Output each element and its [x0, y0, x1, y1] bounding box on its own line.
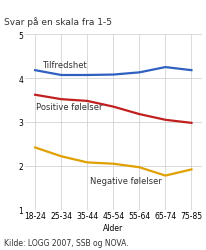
Text: Negative følelser: Negative følelser — [90, 177, 162, 186]
Text: Positive følelser: Positive følelser — [36, 102, 103, 111]
Text: Svar på en skala fra 1-5: Svar på en skala fra 1-5 — [4, 18, 112, 27]
X-axis label: Alder: Alder — [103, 223, 123, 232]
Text: Kilde: LOGG 2007, SSB og NOVA.: Kilde: LOGG 2007, SSB og NOVA. — [4, 238, 129, 248]
Text: Tilfredshet: Tilfredshet — [42, 60, 86, 69]
